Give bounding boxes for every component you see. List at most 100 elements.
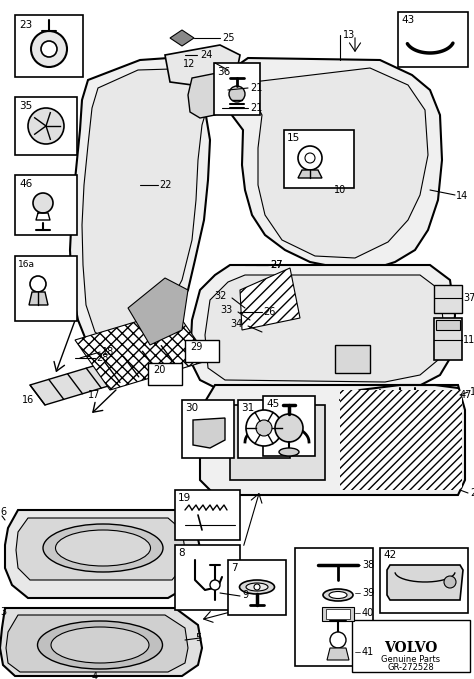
Text: 23: 23 (19, 20, 32, 30)
Text: 8: 8 (178, 548, 185, 558)
Polygon shape (193, 418, 225, 448)
Circle shape (30, 276, 46, 292)
Polygon shape (228, 58, 442, 270)
Polygon shape (298, 170, 322, 178)
Bar (380, 548, 468, 613)
Text: 14: 14 (456, 191, 468, 201)
Bar (436, 320, 460, 330)
Text: 18: 18 (102, 347, 114, 357)
Bar (148, 363, 182, 385)
Polygon shape (75, 310, 210, 390)
Polygon shape (16, 518, 185, 580)
Circle shape (229, 86, 245, 102)
Bar (398, 12, 468, 67)
Text: 32: 32 (215, 291, 227, 301)
Polygon shape (170, 30, 194, 46)
Bar (295, 548, 373, 666)
Circle shape (444, 576, 456, 588)
Circle shape (275, 414, 303, 442)
Text: VOLVO: VOLVO (384, 641, 438, 655)
Bar (434, 285, 462, 313)
Polygon shape (29, 292, 48, 305)
Text: 37: 37 (463, 293, 474, 303)
Bar (214, 63, 260, 115)
Polygon shape (205, 275, 444, 382)
Text: 22: 22 (159, 180, 172, 190)
Bar (335, 345, 370, 373)
Text: 41: 41 (362, 647, 374, 657)
Text: 45: 45 (266, 399, 279, 409)
Text: 38: 38 (362, 560, 374, 570)
Polygon shape (0, 608, 202, 676)
Bar (15, 97, 77, 155)
Text: 6: 6 (0, 507, 6, 517)
Circle shape (254, 584, 260, 590)
Text: 28: 28 (96, 353, 109, 363)
Bar (352, 620, 470, 672)
Ellipse shape (239, 580, 274, 594)
Text: 26: 26 (263, 307, 275, 317)
Polygon shape (200, 385, 465, 495)
Polygon shape (6, 615, 188, 672)
Text: 12: 12 (182, 59, 195, 69)
Bar (15, 15, 83, 77)
Bar (322, 607, 354, 621)
Circle shape (28, 108, 64, 144)
Ellipse shape (246, 583, 268, 591)
Text: 15: 15 (287, 133, 300, 143)
Ellipse shape (323, 589, 353, 601)
Circle shape (41, 41, 57, 57)
Bar (185, 340, 219, 362)
Circle shape (31, 31, 67, 67)
Bar (182, 400, 234, 458)
Text: 35: 35 (19, 101, 32, 111)
Text: 29: 29 (190, 342, 202, 352)
Ellipse shape (279, 448, 299, 456)
Bar (434, 318, 462, 360)
Text: 9: 9 (242, 590, 248, 600)
Bar (175, 545, 240, 610)
Text: 16a: 16a (18, 260, 35, 269)
Polygon shape (188, 72, 232, 118)
Text: 40: 40 (362, 608, 374, 618)
Bar (230, 405, 325, 480)
Bar (238, 400, 290, 458)
Text: 36: 36 (217, 67, 230, 77)
Circle shape (210, 580, 220, 590)
Polygon shape (5, 510, 200, 598)
Text: 5: 5 (195, 633, 201, 643)
Polygon shape (70, 55, 230, 358)
Polygon shape (190, 265, 455, 393)
Polygon shape (30, 340, 195, 405)
Text: 42: 42 (383, 550, 396, 560)
Ellipse shape (43, 524, 163, 572)
Circle shape (33, 193, 53, 213)
Text: 25: 25 (222, 33, 235, 43)
Text: 1: 1 (470, 387, 474, 397)
Bar (326, 609, 350, 619)
Text: 21: 21 (250, 103, 263, 113)
Polygon shape (340, 390, 462, 490)
Ellipse shape (51, 627, 149, 663)
Text: 24: 24 (200, 50, 212, 60)
Text: 7: 7 (231, 563, 237, 573)
Text: 31: 31 (241, 403, 254, 413)
Polygon shape (165, 45, 240, 88)
Bar (15, 175, 77, 235)
Text: GR-272528: GR-272528 (388, 663, 434, 672)
Text: 27: 27 (270, 260, 283, 270)
Ellipse shape (329, 591, 347, 598)
Text: 39: 39 (362, 588, 374, 598)
Text: 21: 21 (250, 83, 263, 93)
Polygon shape (240, 268, 300, 330)
Text: 3: 3 (0, 607, 6, 617)
Polygon shape (253, 68, 428, 258)
Circle shape (305, 153, 315, 163)
Text: 17: 17 (88, 390, 100, 400)
Bar (175, 490, 240, 540)
Polygon shape (327, 648, 349, 660)
Text: 20: 20 (153, 365, 165, 375)
Circle shape (246, 410, 282, 446)
Polygon shape (128, 278, 188, 345)
Text: Genuine Parts: Genuine Parts (382, 655, 440, 665)
